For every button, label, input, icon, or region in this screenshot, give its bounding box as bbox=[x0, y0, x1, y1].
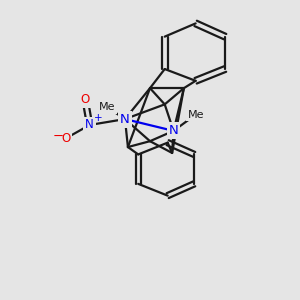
Text: N: N bbox=[120, 112, 130, 126]
Text: Me: Me bbox=[99, 102, 116, 112]
Text: N: N bbox=[169, 124, 178, 137]
Text: N: N bbox=[85, 118, 94, 131]
Text: Me: Me bbox=[188, 110, 204, 120]
Text: O: O bbox=[61, 132, 71, 145]
Text: +: + bbox=[94, 113, 102, 124]
Text: −: − bbox=[52, 130, 63, 143]
Text: O: O bbox=[81, 93, 90, 106]
